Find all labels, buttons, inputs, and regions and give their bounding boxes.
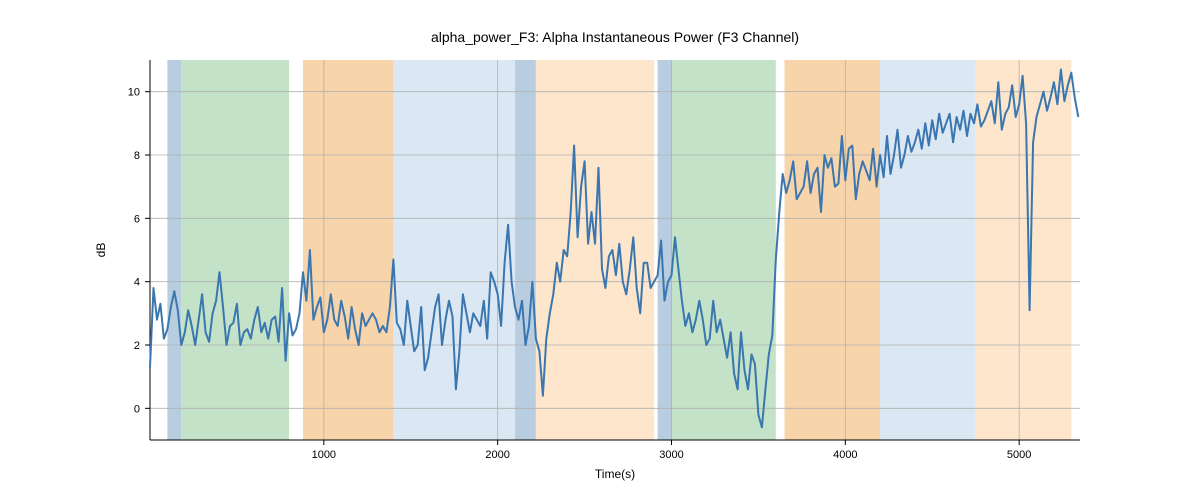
band-3 [393,60,515,440]
y-tick-label: 6 [134,213,140,225]
band-1 [181,60,289,440]
y-tick-label: 4 [134,277,140,289]
y-tick-label: 8 [134,150,140,162]
band-4 [515,60,536,440]
y-axis-label: dB [94,243,108,258]
y-tick-label: 10 [128,87,140,99]
x-tick-label: 4000 [833,449,857,461]
chart-container: 1000 2000 3000 4000 5000 0 2 4 6 8 10 alpha_power_F… [0,0,1200,500]
band-5 [536,60,654,440]
x-axis-label: Time(s) [595,467,635,481]
band-2 [303,60,393,440]
y-tick-label: 2 [134,340,140,352]
band-0 [167,60,181,440]
x-tick-label: 2000 [485,449,509,461]
band-8 [784,60,880,440]
line-chart: 1000 2000 3000 4000 5000 0 2 4 6 8 10 alpha_power_F… [0,0,1200,500]
band-10 [976,60,1072,440]
x-tick-label: 5000 [1007,449,1031,461]
chart-title: alpha_power_F3: Alpha Instantaneous Powe… [431,29,799,45]
x-tick-label: 3000 [659,449,683,461]
band-7 [671,60,775,440]
y-tick-label: 0 [134,403,140,415]
x-tick-label: 1000 [312,449,336,461]
